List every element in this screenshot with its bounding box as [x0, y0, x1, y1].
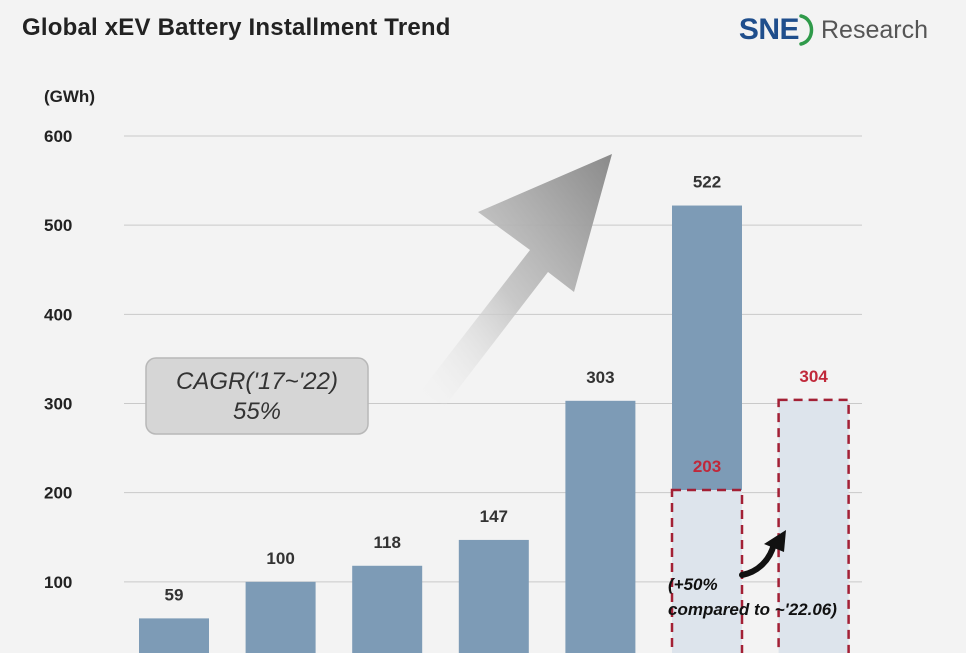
- sne-research-logo: SNE Research: [739, 10, 928, 50]
- bar-value-label: 59: [165, 585, 184, 604]
- bar: [139, 618, 209, 653]
- cagr-value: 55%: [233, 398, 281, 425]
- y-tick-label: 500: [44, 216, 72, 235]
- bar-segment-highlighted: [670, 488, 744, 653]
- bar: [565, 400, 636, 653]
- y-axis-unit-label: (GWh): [44, 87, 95, 106]
- logo-swoosh-icon: [799, 14, 814, 46]
- bar: [245, 581, 316, 653]
- segment-value-label: 203: [693, 457, 721, 476]
- bar-value-label: 118: [373, 533, 400, 552]
- curved-arrow-icon: [739, 541, 777, 578]
- bar: [458, 539, 529, 653]
- bar-value-label: 100: [266, 549, 294, 568]
- cagr-label: CAGR('17~'22): [176, 368, 338, 395]
- y-axis-ticks: 100 200 300 400 500 600: [44, 127, 72, 592]
- note-line1: (+50%: [668, 575, 718, 594]
- bar-value-label: 304: [799, 367, 828, 386]
- value-labels: 59 100 118 147 303 203 522 304: [165, 173, 829, 605]
- bar-value-label: 522: [693, 173, 721, 192]
- y-tick-label: 400: [44, 305, 72, 324]
- bar-value-label: 303: [586, 368, 614, 387]
- trend-arrow-icon: [420, 154, 612, 406]
- bars: [139, 205, 850, 653]
- logo-suffix: Research: [821, 15, 928, 44]
- y-tick-label: 100: [44, 573, 72, 592]
- bar: [352, 565, 423, 653]
- y-tick-label: 600: [44, 127, 72, 146]
- bar-value-label: 147: [480, 507, 508, 526]
- note-line2: compared to ~'22.06): [668, 600, 837, 619]
- chart-title: Global xEV Battery Installment Trend: [22, 14, 451, 41]
- y-tick-label: 200: [44, 484, 72, 503]
- logo-brand: SNE: [738, 13, 800, 46]
- y-tick-label: 300: [44, 394, 72, 413]
- curved-arrow-head: [764, 530, 786, 552]
- cagr-box: [145, 357, 369, 435]
